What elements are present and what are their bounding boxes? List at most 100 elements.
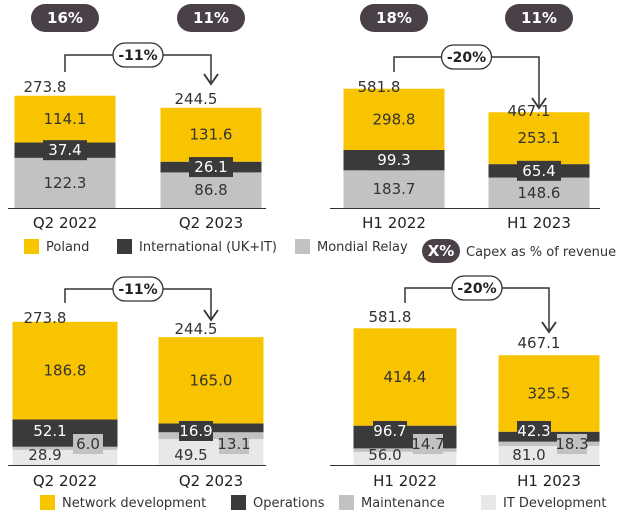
data-label: 414.4	[384, 368, 427, 386]
chart-3: 28.9 6.0 52.1 186.8 273.8 Q2 2022 49.5 13.1 16.9…	[8, 276, 266, 490]
legend-label: Network development	[62, 496, 206, 511]
data-label: 99.3	[377, 151, 410, 169]
bar-segment	[158, 337, 264, 424]
change-arrow-head	[531, 97, 547, 110]
category-label: H1 2023	[517, 472, 581, 490]
international-label-box	[43, 140, 87, 161]
total-label: 244.5	[175, 90, 218, 108]
legend-pill	[422, 239, 460, 263]
data-label: 18.3	[555, 435, 588, 453]
capex-pct-text: 16%	[47, 9, 83, 27]
data-label: 37.4	[48, 141, 81, 159]
total-label: 273.8	[24, 78, 67, 96]
category-label: Q2 2022	[33, 472, 97, 490]
capex-pct-text: 18%	[376, 9, 412, 27]
data-label: 81.0	[512, 446, 545, 464]
data-label: 6.0	[76, 435, 100, 453]
data-label: 325.5	[528, 384, 571, 402]
operations-label-box	[373, 421, 407, 441]
data-label: 49.5	[174, 446, 207, 464]
category-label: H1 2022	[373, 472, 437, 490]
legend-pill-label: X%	[428, 242, 455, 260]
data-label: 96.7	[373, 422, 406, 440]
change-badge-text: -11%	[118, 282, 157, 298]
legend-label: Operations	[253, 496, 325, 511]
maintenance-label-box	[413, 434, 443, 454]
maintenance-label-box	[73, 434, 103, 454]
bar-segment	[488, 112, 590, 165]
total-label: 244.5	[175, 320, 218, 338]
data-label: 52.1	[33, 422, 66, 440]
total-label: 581.8	[358, 78, 401, 96]
change-badge	[440, 44, 493, 70]
bar-segment	[343, 88, 445, 150]
data-label: 122.3	[44, 174, 87, 192]
legend-swatch	[231, 495, 246, 510]
capex-pct-text: 11%	[521, 9, 557, 27]
bar-segment	[488, 177, 590, 208]
data-label: 16.9	[179, 422, 212, 440]
legend-label: International (UK+IT)	[139, 240, 277, 255]
category-label: H1 2022	[362, 214, 426, 232]
category-label: H1 2023	[507, 214, 571, 232]
capex-pct-badge	[505, 4, 573, 32]
bar-segment	[353, 451, 457, 465]
operations-label-box	[179, 421, 213, 441]
change-badge	[112, 276, 164, 302]
operations-label-box	[33, 421, 67, 441]
operations-label-box	[517, 421, 551, 441]
data-label: 165.0	[190, 371, 233, 389]
legend-bottom: Network development Operations Maintenance…	[40, 495, 606, 511]
international-label-box	[517, 160, 561, 181]
bar-segment	[14, 157, 116, 208]
total-label: 467.1	[508, 102, 551, 120]
international-label-box	[189, 157, 233, 178]
data-label: 26.1	[194, 158, 227, 176]
change-badge-text: -20%	[447, 50, 486, 66]
legend-swatch	[295, 239, 310, 254]
total-label: 467.1	[518, 334, 561, 352]
bar-segment	[343, 170, 445, 208]
bar-segment	[160, 107, 262, 162]
bar-segment	[160, 172, 262, 208]
bar-segment	[12, 446, 118, 450]
chart-2: 183.7 99.3 298.8 581.8 H1 2022 18% 148.6 65.4 25…	[330, 4, 600, 232]
change-arrow-head	[203, 73, 219, 86]
category-label: Q2 2023	[179, 214, 243, 232]
data-label: 28.9	[28, 446, 61, 464]
data-label: 56.0	[368, 446, 401, 464]
maintenance-label-box	[557, 434, 587, 454]
chart-1: 122.3 37.4 114.1 273.8 Q2 2022 16% 86.8 26.1 131…	[8, 4, 266, 232]
legend-label: Maintenance	[361, 496, 445, 511]
legend-pill-desc: Capex as % of revenue	[466, 245, 616, 260]
change-arrow-head	[541, 321, 557, 334]
bar-segment	[353, 448, 457, 452]
bar-segment	[353, 328, 457, 426]
data-label: 86.8	[194, 181, 227, 199]
data-label: 298.8	[373, 110, 416, 128]
maintenance-label-box	[219, 434, 249, 454]
change-badge-text: -11%	[118, 48, 157, 64]
data-label: 42.3	[517, 422, 550, 440]
data-label: 183.7	[373, 180, 416, 198]
data-label: 253.1	[518, 129, 561, 147]
change-badge	[112, 42, 164, 68]
data-label: 131.6	[190, 126, 233, 144]
bar-segment	[12, 321, 118, 420]
data-label: 65.4	[522, 162, 555, 180]
bar-segment	[498, 441, 600, 446]
data-label: 114.1	[44, 110, 87, 128]
capex-pct-badge	[360, 4, 428, 32]
capex-pct-badge	[177, 4, 245, 32]
data-label: 148.6	[518, 184, 561, 202]
legend-swatch	[24, 239, 39, 254]
change-badge-text: -20%	[457, 281, 496, 297]
bar-segment	[14, 95, 116, 143]
legend-swatch	[117, 239, 132, 254]
category-label: Q2 2022	[33, 214, 97, 232]
data-label: 14.7	[411, 435, 444, 453]
data-label: 186.8	[44, 362, 87, 380]
legend-swatch	[481, 495, 496, 510]
change-badge	[451, 275, 503, 301]
